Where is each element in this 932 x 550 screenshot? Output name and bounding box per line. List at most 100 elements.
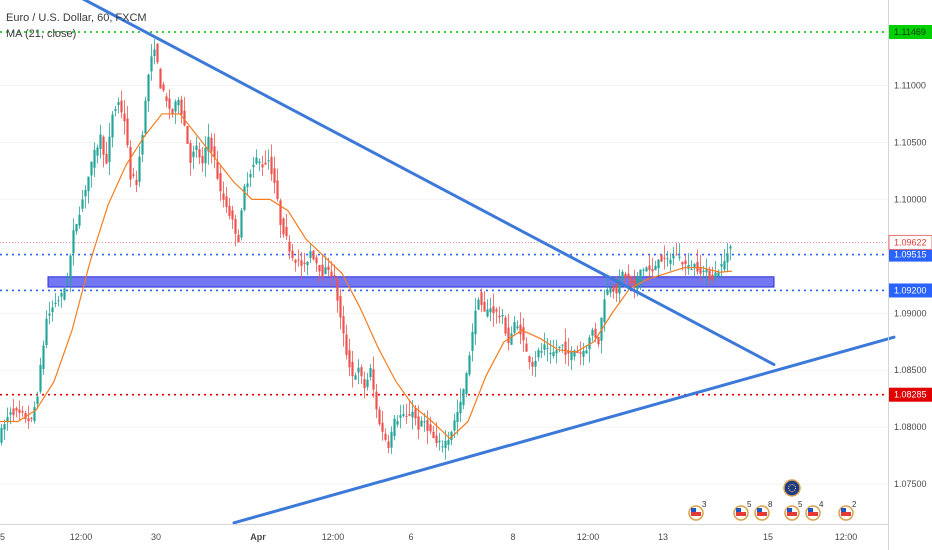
candle-body: [582, 350, 585, 357]
candle-body: [285, 227, 288, 237]
flag-canton: [691, 508, 696, 512]
candle-body: [567, 350, 570, 354]
x-tick-label: 30: [151, 532, 161, 542]
candle-body: [399, 415, 402, 418]
candle-body: [117, 102, 120, 106]
candle-body: [450, 431, 453, 441]
event-count: 8: [768, 500, 773, 509]
candle-body: [102, 136, 105, 155]
candle-body: [69, 255, 72, 280]
candle-body: [672, 255, 675, 259]
x-tick-label: Apr: [250, 532, 266, 542]
candle-body: [465, 373, 468, 395]
candle-body: [279, 200, 282, 225]
candle-body: [207, 136, 210, 152]
candle-body: [192, 151, 195, 158]
candle-body: [189, 143, 192, 163]
candle-body: [255, 157, 258, 164]
candle-body: [48, 313, 51, 316]
candle-body: [471, 331, 474, 351]
candle-body: [444, 440, 447, 448]
candle-body: [78, 214, 81, 226]
candle-body: [348, 350, 351, 368]
candle-body: [585, 350, 588, 354]
candle-body: [336, 279, 339, 301]
event-count: 5: [798, 500, 803, 509]
candle-body: [564, 341, 567, 355]
trendline-descending: [81, 0, 776, 367]
candle-body: [549, 352, 552, 355]
candle-body: [60, 293, 63, 297]
candle-body: [480, 292, 483, 305]
candle-body: [552, 351, 555, 356]
x-tick-label: 13: [658, 532, 668, 542]
candle-body: [159, 68, 162, 89]
candle-body: [588, 337, 591, 350]
candle-body: [645, 267, 648, 272]
candle-body: [636, 276, 639, 290]
candle-body: [18, 409, 21, 413]
candle-body: [210, 137, 213, 152]
candle-body: [426, 419, 429, 431]
event-count: 3: [702, 500, 707, 509]
candle-body: [393, 418, 396, 437]
symbol-title[interactable]: Euro / U.S. Dollar, 60, FXCM: [6, 12, 147, 24]
candle-body: [459, 401, 462, 414]
event-badge-2: [754, 505, 770, 521]
candle-body: [711, 274, 714, 280]
flag-stripe: [808, 512, 818, 516]
candle-body: [72, 230, 75, 254]
candles: [0, 39, 732, 460]
candle-body: [594, 328, 597, 338]
candle-body: [531, 361, 534, 367]
candle-body: [363, 379, 366, 389]
candle-body: [456, 411, 459, 423]
candle-body: [495, 309, 498, 312]
indicator-label[interactable]: MA (21, close): [6, 28, 77, 40]
candle-body: [99, 134, 102, 149]
candle-body: [135, 179, 138, 185]
candle-body: [123, 113, 126, 122]
candle-body: [408, 414, 411, 416]
candle-body: [354, 375, 357, 380]
candle-body: [162, 84, 165, 91]
candle-body: [270, 156, 273, 175]
candle-body: [39, 364, 42, 392]
candle-body: [387, 441, 390, 448]
candle-body: [357, 367, 360, 373]
candle-body: [174, 101, 177, 112]
candle-body: [171, 109, 174, 115]
candle-body: [474, 310, 477, 335]
candle-body: [714, 272, 717, 278]
flag-canton: [841, 508, 846, 512]
x-tick-label: 12:00: [322, 532, 345, 542]
candle-body: [372, 369, 375, 390]
price-tag-1.09515: [889, 247, 932, 262]
candle-body: [360, 367, 363, 377]
price-tag-1.08285: [889, 387, 932, 402]
price-tag-text: 1.08285: [894, 390, 927, 400]
candle-body: [462, 389, 465, 406]
candle-body: [288, 241, 291, 252]
candle-body: [51, 307, 54, 313]
candle-body: [423, 421, 426, 423]
candle-body: [663, 257, 666, 259]
candle-body: [54, 302, 57, 304]
event-badge-5: [838, 505, 854, 521]
candle-body: [33, 407, 36, 421]
candle-body: [300, 260, 303, 266]
candle-body: [510, 333, 513, 345]
candle-body: [138, 156, 141, 182]
current-price-text: 1.09622: [894, 237, 927, 247]
candle-body: [729, 246, 732, 249]
event-count: 2: [852, 500, 857, 509]
y-tick-label: 1.11000: [894, 80, 926, 90]
eu-flag-icon: [783, 479, 801, 497]
candle-body: [303, 262, 306, 264]
current-price-tag: [888, 234, 932, 250]
candle-body: [45, 318, 48, 346]
candle-body: [390, 431, 393, 448]
y-tick-label: 1.07500: [894, 479, 927, 489]
candle-body: [639, 269, 642, 284]
